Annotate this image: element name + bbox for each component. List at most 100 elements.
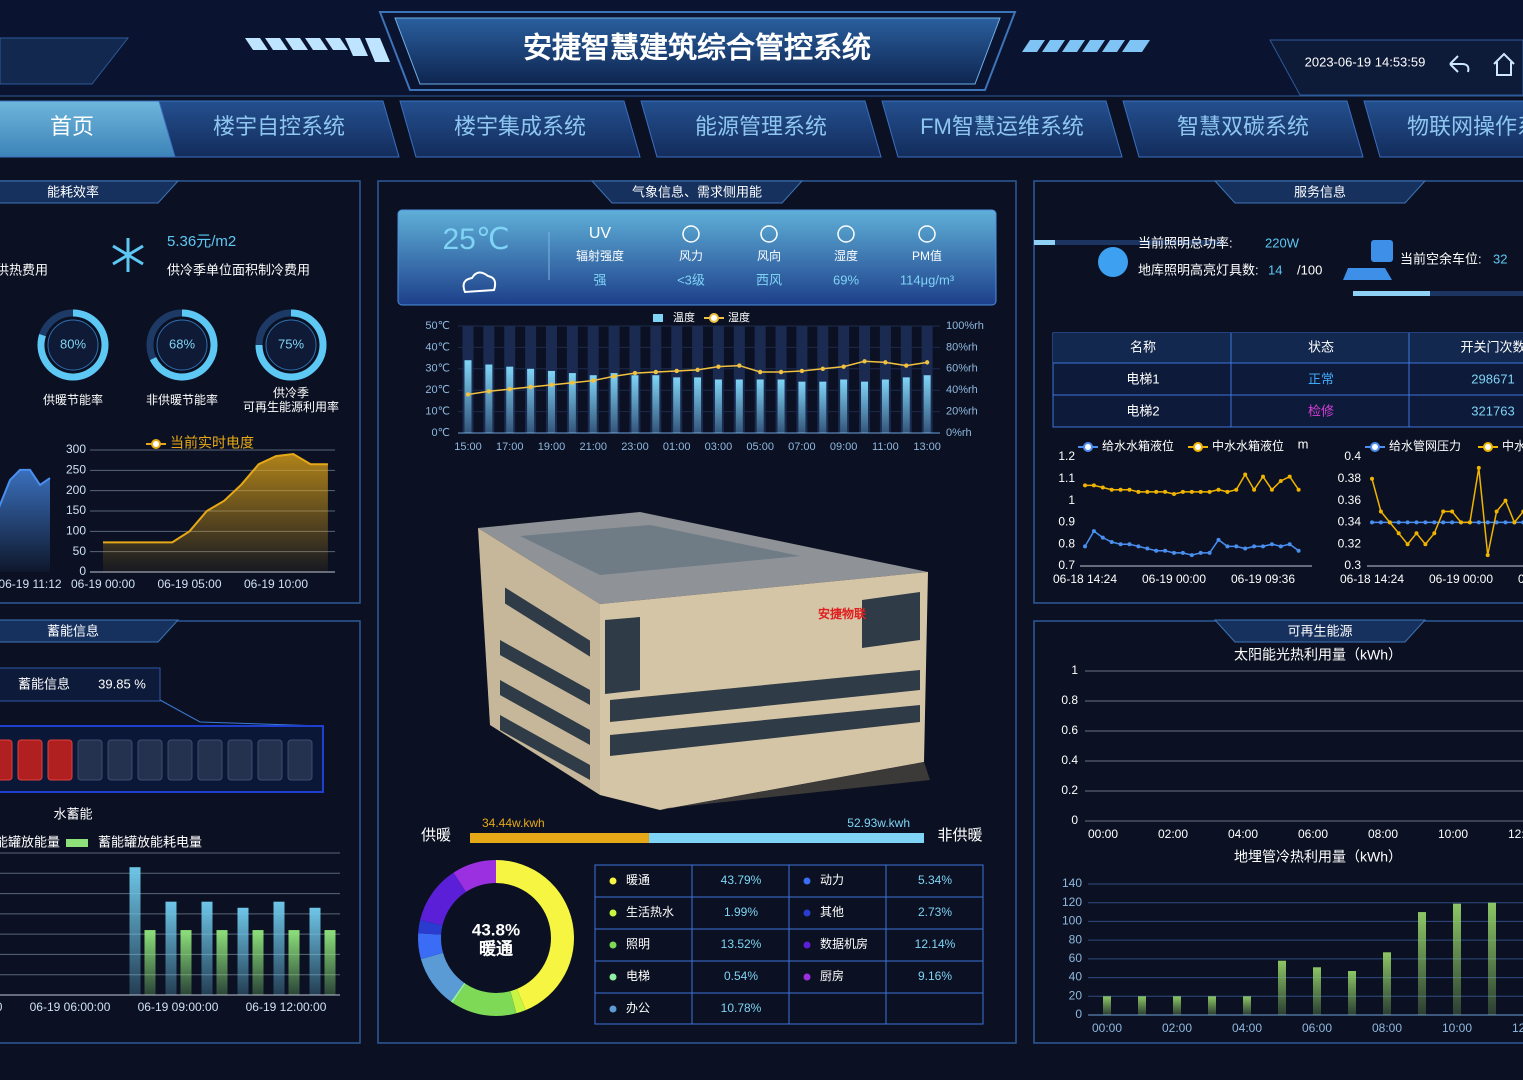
mix-value: 13.52%	[721, 937, 762, 951]
line-point	[1091, 483, 1096, 488]
line-point	[1485, 553, 1490, 558]
bar	[777, 379, 785, 433]
line-point	[1278, 478, 1283, 483]
car-icon	[1343, 268, 1392, 280]
y-tick-label: 0.8	[1058, 536, 1075, 550]
line-point	[1387, 520, 1392, 525]
supply-value: 52.93w.kwh	[847, 816, 910, 830]
legend-marker	[66, 839, 88, 847]
line-point	[1145, 546, 1150, 551]
y-tick-label: 0.4	[1344, 449, 1361, 463]
mix-category: 照明	[626, 937, 650, 951]
bar	[129, 867, 141, 995]
bar	[547, 370, 555, 433]
y-tick-label: 0.8	[1061, 693, 1078, 707]
x-tick-label: 10:00	[1438, 827, 1468, 841]
x-tick-label: 06-19 11:12	[0, 577, 62, 591]
line-point	[820, 366, 825, 371]
nav-tab-label: 首页	[50, 114, 94, 139]
sun-icon	[1098, 247, 1128, 277]
bar	[237, 907, 249, 995]
supply-name: 供暖	[421, 827, 451, 844]
cooling-cost-label: 供冷季单位面积制冷费用	[167, 262, 310, 277]
line-point	[1396, 520, 1401, 525]
bar	[1208, 996, 1216, 1015]
home-button[interactable]	[1493, 52, 1515, 76]
y-tick-label: 80%rh	[946, 341, 978, 353]
bar	[589, 375, 597, 433]
bar	[165, 901, 177, 995]
datetime: 2023-06-19 14:53:59	[1305, 54, 1426, 69]
y-tick-label: 30℃	[425, 363, 450, 375]
legend-dot	[609, 941, 617, 949]
nav-tab[interactable]: 智慧双碳系统	[1122, 100, 1364, 158]
line-point	[883, 360, 888, 365]
x-tick-label: 12:00	[1512, 1021, 1523, 1035]
gauge-value: 80%	[60, 336, 86, 351]
mix-value: 0.54%	[724, 969, 758, 983]
line-point	[1485, 520, 1490, 525]
storage-cell	[197, 739, 223, 781]
bar	[840, 379, 848, 433]
nav-tab[interactable]: 楼宇自控系统	[158, 100, 400, 158]
nav-tab-shape	[1363, 100, 1523, 158]
line-point	[1243, 546, 1248, 551]
mix-category: 厨房	[820, 968, 844, 983]
line-point	[1145, 489, 1150, 494]
line-point	[1512, 520, 1517, 525]
mix-category: 数据机房	[820, 936, 868, 951]
legend-label: 湿度	[728, 310, 750, 324]
bar	[1453, 903, 1461, 1015]
nav-tab[interactable]: 楼宇集成系统	[399, 100, 641, 158]
heating-cost-label: 供暖季单位面积供热费用	[0, 262, 48, 277]
table-cell: 检修	[1308, 403, 1334, 418]
line-point	[695, 367, 700, 373]
nav-tab[interactable]: 首页	[0, 100, 193, 158]
line-point	[1136, 544, 1141, 549]
line-point	[1432, 520, 1437, 525]
line-point	[1252, 487, 1257, 492]
line-point	[1441, 520, 1446, 525]
nav-tab[interactable]: 物联网操作系统	[1363, 100, 1523, 158]
gauge-label: 非供暖节能率	[146, 392, 218, 407]
bar	[1278, 960, 1286, 1015]
storage-cell	[77, 739, 103, 781]
legend-marker	[709, 313, 719, 323]
x-tick-label: 02:00	[1162, 1021, 1192, 1035]
panel-title: 服务信息	[1294, 184, 1346, 199]
x-tick-label: 06-19 00:00	[1429, 572, 1493, 586]
line-point	[1414, 520, 1419, 525]
nav-tab[interactable]: FM智慧运维系统	[881, 100, 1123, 158]
fixtures-label: 地库照明高亮灯具数:	[1138, 262, 1259, 277]
mix-value: 43.79%	[721, 873, 762, 887]
legend-dot	[803, 877, 811, 885]
back-button[interactable]	[1449, 55, 1470, 73]
bar	[1313, 967, 1321, 1015]
storage-cell	[17, 739, 43, 781]
y-tick-label: 60	[1069, 951, 1083, 965]
bar	[714, 379, 722, 433]
table-cell: 电梯1	[1126, 371, 1159, 386]
bar	[923, 375, 931, 433]
panel-title: 能耗效率	[47, 184, 99, 199]
y-tick-label: 40	[1069, 970, 1083, 984]
gauge-inner	[156, 319, 208, 371]
lighting-power-label: 当前照明总功率:	[1138, 235, 1233, 250]
donut-segment	[450, 982, 466, 1004]
line-point	[1450, 520, 1455, 525]
x-tick-label: 06:00	[1302, 1021, 1332, 1035]
line	[0, 468, 51, 508]
bar	[694, 377, 702, 433]
weather-item-icon	[918, 225, 936, 243]
y-tick-label: 1.2	[1058, 449, 1075, 463]
gauge-arc	[37, 309, 109, 381]
table-cell: 298671	[1471, 371, 1514, 386]
nav-tab[interactable]: 能源管理系统	[640, 100, 882, 158]
line-point	[674, 368, 679, 374]
chart-title: 太阳能光热利用量（kWh）	[1234, 647, 1402, 663]
table-cell: 正常	[1308, 371, 1334, 386]
line-point	[737, 363, 742, 368]
mix-category: 办公	[626, 1000, 650, 1015]
line-point	[1423, 520, 1428, 525]
bar	[652, 375, 660, 433]
